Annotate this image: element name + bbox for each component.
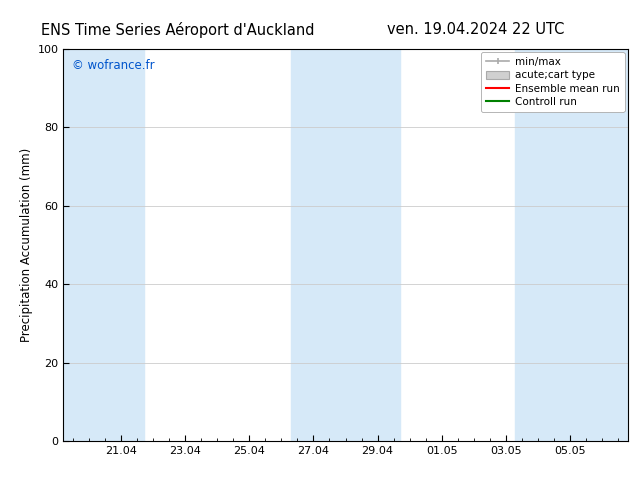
Legend: min/max, acute;cart type, Ensemble mean run, Controll run: min/max, acute;cart type, Ensemble mean … bbox=[481, 52, 624, 112]
Bar bbox=[291, 49, 400, 441]
Bar bbox=[63, 49, 143, 441]
Text: ENS Time Series Aéroport d'Auckland: ENS Time Series Aéroport d'Auckland bbox=[41, 22, 314, 38]
Bar bbox=[515, 49, 628, 441]
Text: © wofrance.fr: © wofrance.fr bbox=[72, 59, 155, 72]
Y-axis label: Precipitation Accumulation (mm): Precipitation Accumulation (mm) bbox=[20, 148, 34, 342]
Text: ven. 19.04.2024 22 UTC: ven. 19.04.2024 22 UTC bbox=[387, 22, 564, 37]
